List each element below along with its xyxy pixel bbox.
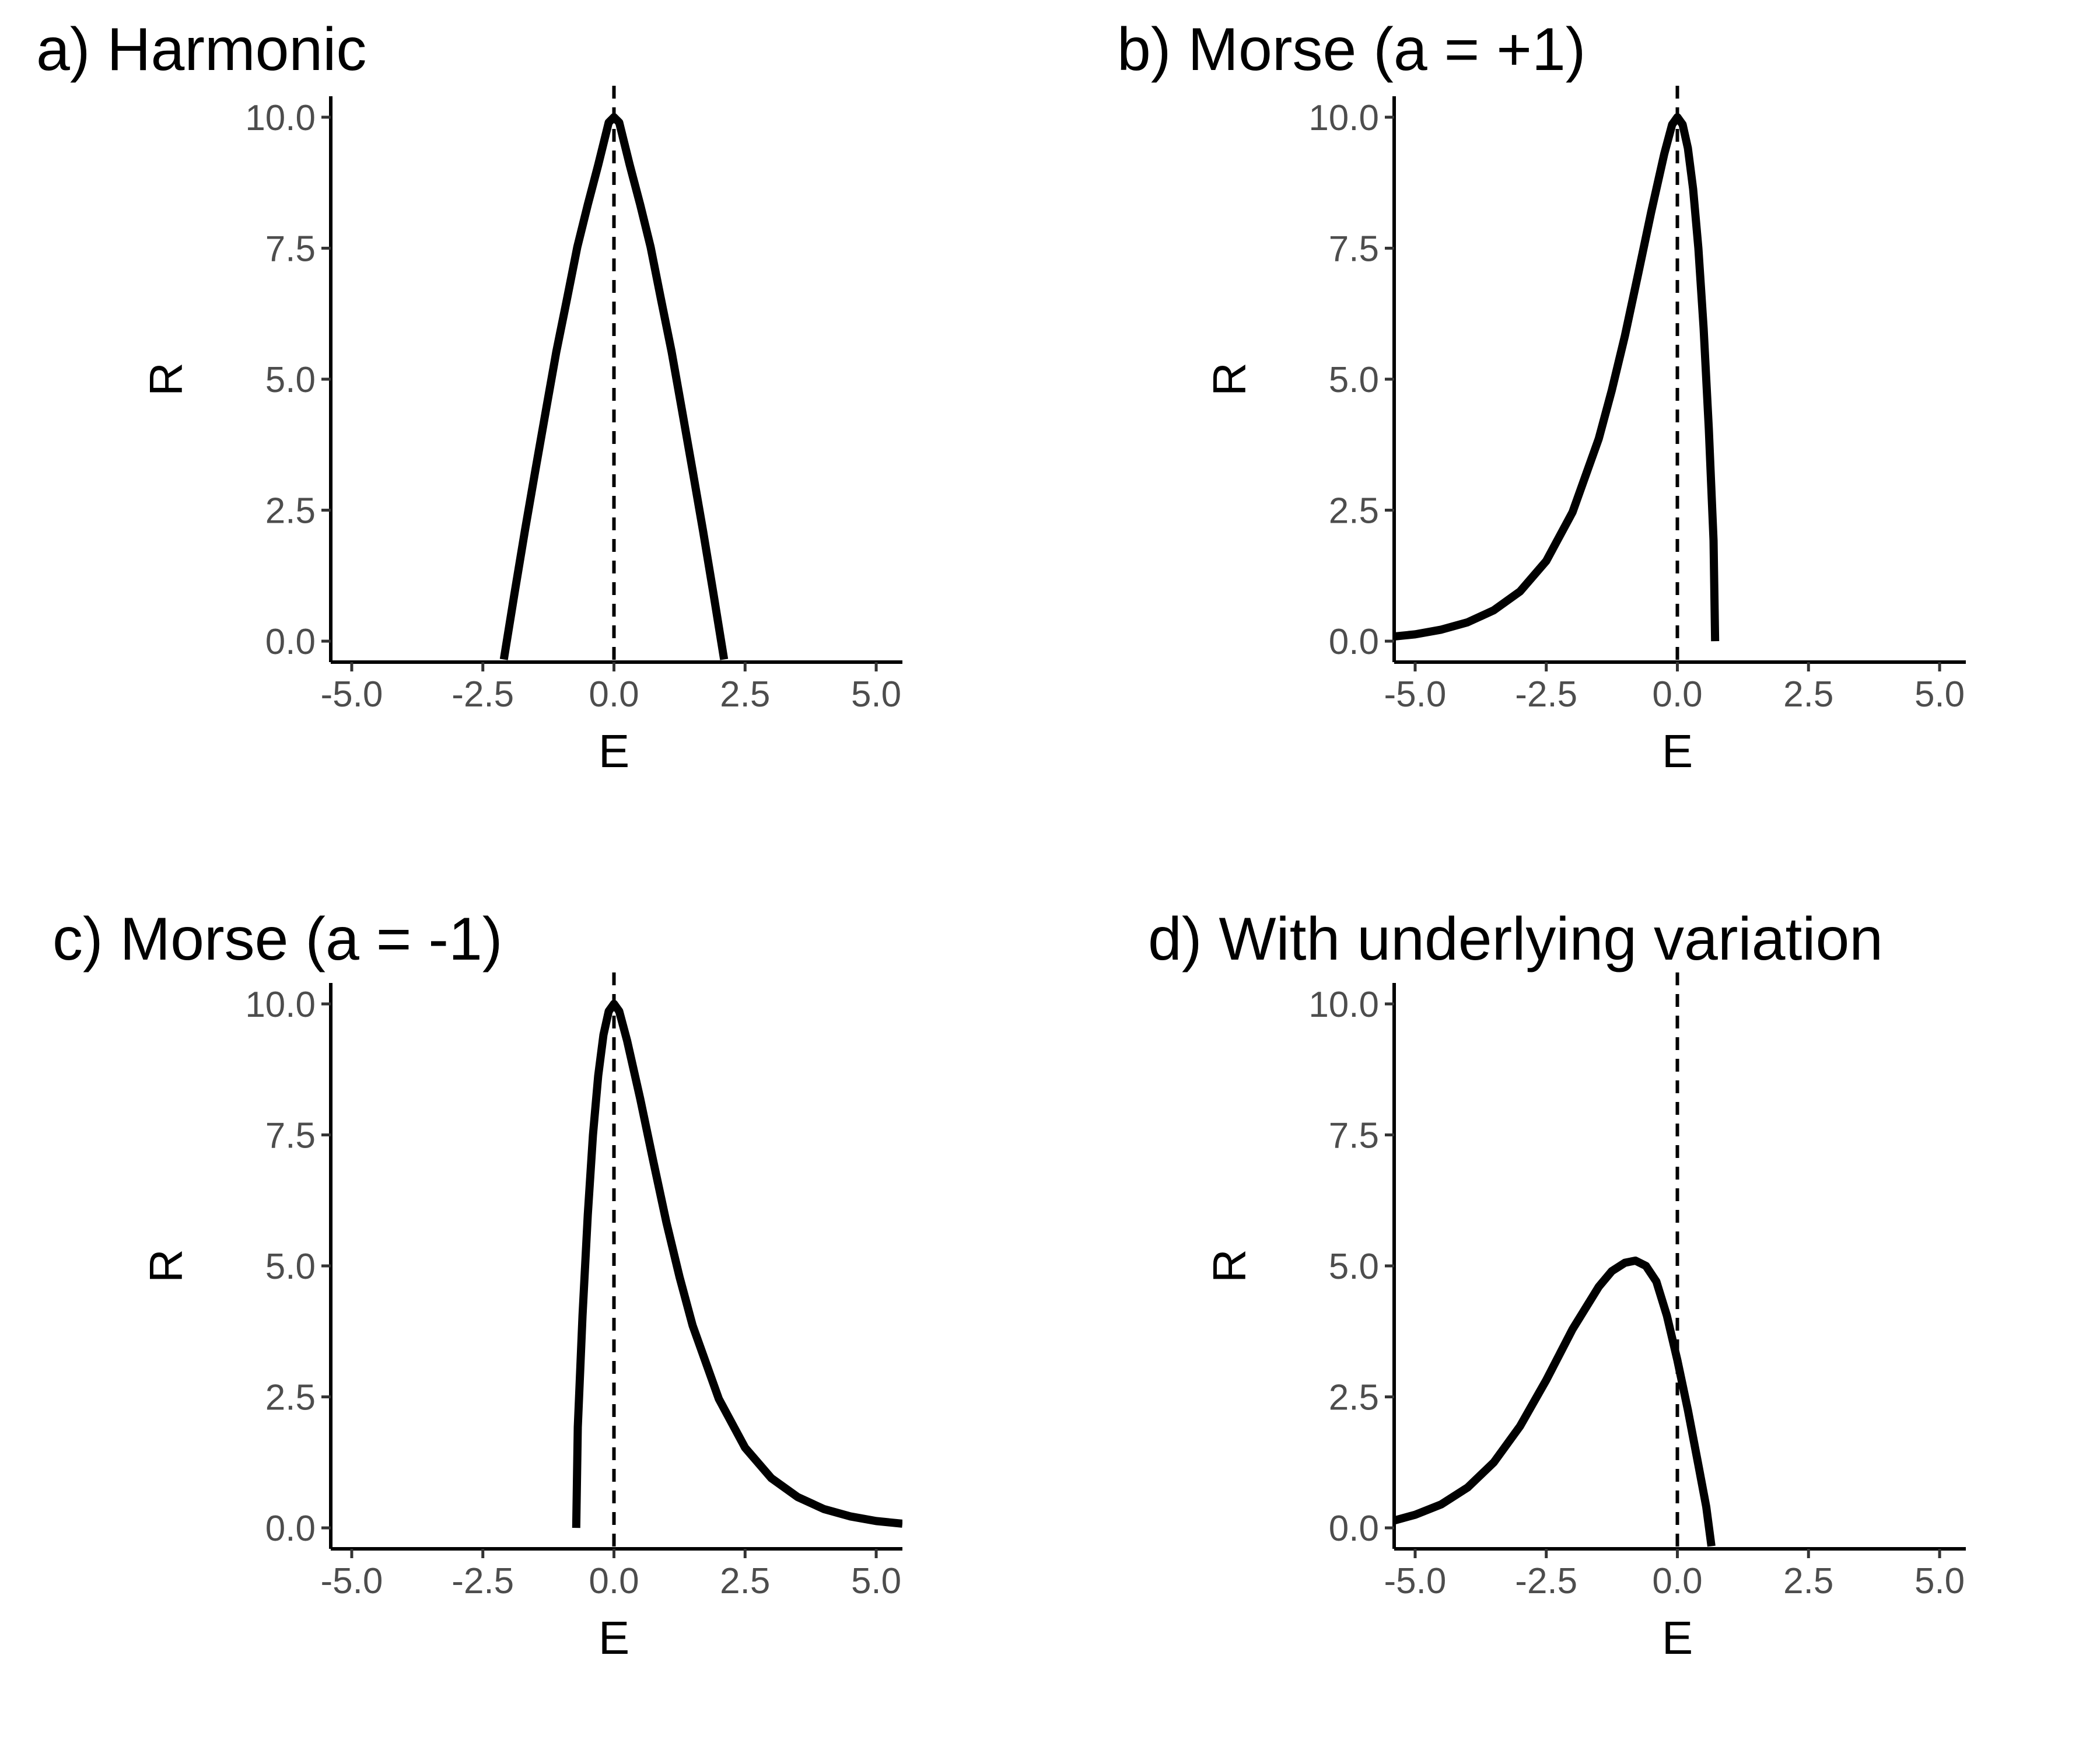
x-axis-title: E bbox=[598, 725, 629, 777]
x-axis-title: E bbox=[1662, 1612, 1693, 1664]
y-tick-label: 7.5 bbox=[265, 1115, 316, 1156]
y-tick-label: 10.0 bbox=[245, 985, 316, 1025]
x-tick-label: 2.5 bbox=[720, 674, 770, 715]
x-axis-title: E bbox=[598, 1612, 629, 1664]
series-line bbox=[1394, 113, 1720, 642]
y-tick-label: 0.0 bbox=[1329, 622, 1379, 662]
series-line bbox=[499, 113, 729, 660]
y-tick-label: 0.0 bbox=[265, 1509, 316, 1549]
x-tick-label: -5.0 bbox=[1384, 674, 1447, 715]
y-tick-label: 5.0 bbox=[1329, 1247, 1379, 1287]
x-tick-label: 2.5 bbox=[1783, 674, 1833, 715]
x-tick-label: -5.0 bbox=[321, 1561, 383, 1601]
y-tick-label: 10.0 bbox=[1308, 985, 1379, 1025]
y-tick-label: 0.0 bbox=[1329, 1509, 1379, 1549]
x-tick-label: 5.0 bbox=[851, 1561, 901, 1601]
panel-2: b) Morse (a = +1) 0.0 2.5 5.0 7.5 10.0 -5.0 -2.… bbox=[1117, 16, 1966, 777]
x-tick-label: 0.0 bbox=[1652, 1561, 1702, 1601]
y-tick-label: 7.5 bbox=[265, 229, 316, 269]
x-tick-label: -5.0 bbox=[1384, 1561, 1447, 1601]
panel-1: a) Harmonic 0.0 2.5 5.0 7.5 10.0 -5.0 -2.5 0.0 2.… bbox=[36, 16, 902, 777]
y-tick-label: 2.5 bbox=[1329, 1378, 1379, 1418]
y-tick-label: 7.5 bbox=[1329, 1115, 1379, 1156]
panel-title: c) Morse (a = -1) bbox=[52, 905, 502, 973]
panel-3: c) Morse (a = -1) 0.0 2.5 5.0 7.5 10.0 -5.0 -2.… bbox=[52, 905, 902, 1664]
x-tick-label: -2.5 bbox=[452, 674, 514, 715]
x-tick-label: -5.0 bbox=[321, 674, 383, 715]
panel-title: b) Morse (a = +1) bbox=[1117, 16, 1586, 83]
series-line bbox=[572, 999, 902, 1528]
x-tick-label: -2.5 bbox=[452, 1561, 514, 1601]
x-tick-label: -2.5 bbox=[1515, 674, 1577, 715]
y-tick-label: 2.5 bbox=[265, 491, 316, 531]
x-tick-label: 0.0 bbox=[589, 1561, 639, 1601]
y-tick-label: 10.0 bbox=[245, 98, 316, 138]
x-tick-label: 5.0 bbox=[1915, 1561, 1965, 1601]
y-tick-label: 5.0 bbox=[1329, 360, 1379, 400]
y-tick-label: 5.0 bbox=[265, 1247, 316, 1287]
x-tick-label: -2.5 bbox=[1515, 1561, 1577, 1601]
y-tick-label: 2.5 bbox=[1329, 491, 1379, 531]
y-tick-label: 0.0 bbox=[265, 622, 316, 662]
y-tick-label: 7.5 bbox=[1329, 229, 1379, 269]
y-tick-label: 2.5 bbox=[265, 1378, 316, 1418]
panel-4: d) With underlying variation 0.0 2.5 5.0 7.5… bbox=[1148, 905, 1966, 1664]
y-axis-title: R bbox=[1203, 362, 1255, 396]
x-tick-label: 2.5 bbox=[720, 1561, 770, 1601]
x-axis-title: E bbox=[1662, 725, 1693, 777]
y-tick-label: 10.0 bbox=[1308, 98, 1379, 138]
y-tick-label: 5.0 bbox=[265, 360, 316, 400]
x-tick-label: 5.0 bbox=[851, 674, 901, 715]
x-tick-label: 0.0 bbox=[589, 674, 639, 715]
panel-title: d) With underlying variation bbox=[1148, 905, 1883, 973]
y-axis-title: R bbox=[140, 362, 192, 396]
x-tick-label: 0.0 bbox=[1652, 674, 1702, 715]
x-tick-label: 2.5 bbox=[1783, 1561, 1833, 1601]
panel-title: a) Harmonic bbox=[36, 16, 366, 83]
x-tick-label: 5.0 bbox=[1915, 674, 1965, 715]
series-line bbox=[1394, 1257, 1716, 1547]
y-axis-title: R bbox=[1203, 1249, 1255, 1283]
y-axis-title: R bbox=[140, 1249, 192, 1283]
